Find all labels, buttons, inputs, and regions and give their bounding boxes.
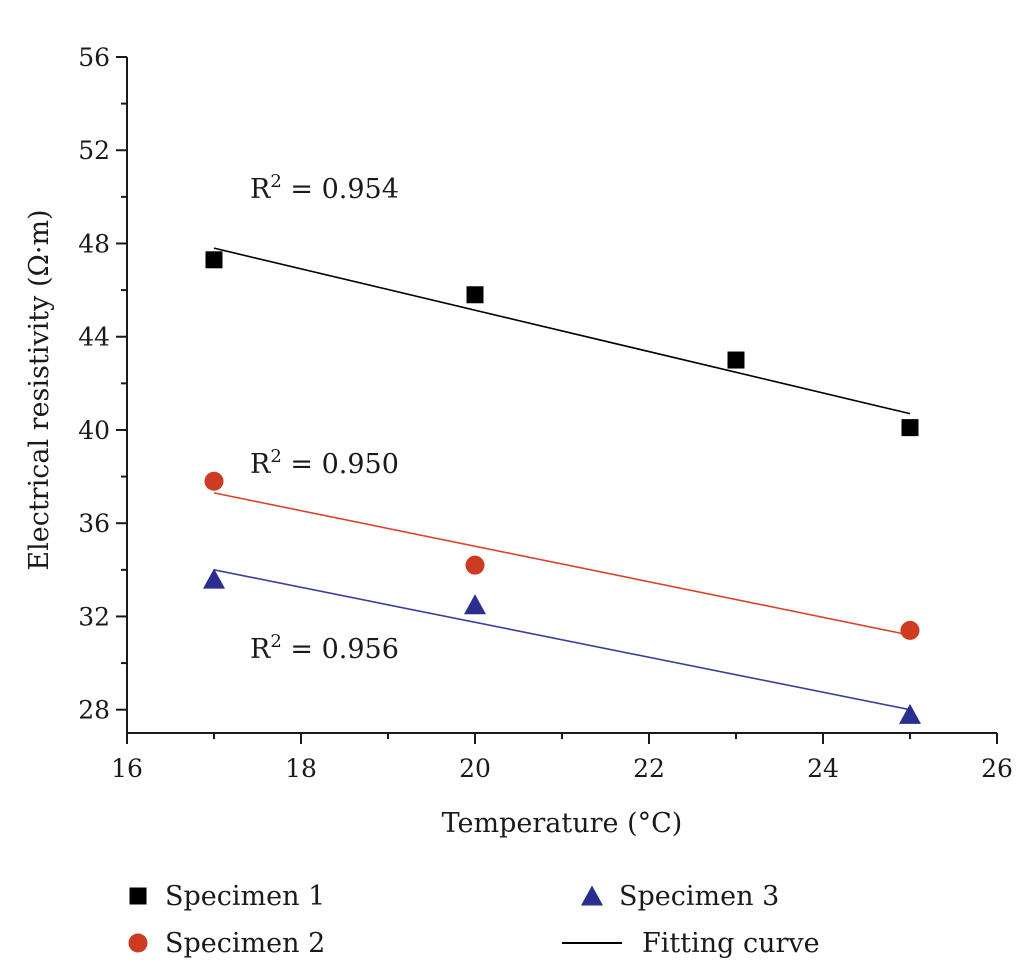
x-tick-label: 24 (807, 754, 839, 783)
x-tick-label: 26 (981, 754, 1013, 783)
r2-label-specimen-3: R2 = 0.956 (250, 631, 399, 665)
legend-specimen-2-swatch (128, 933, 148, 953)
legend-label: Specimen 2 (165, 928, 325, 959)
point-specimen-1 (727, 351, 745, 369)
y-tick-label: 56 (78, 43, 110, 72)
point-specimen-2 (204, 471, 224, 491)
r2-symbol: R (250, 174, 271, 205)
r2-value: = 0.956 (282, 634, 399, 665)
y-tick-label: 40 (78, 416, 110, 445)
legend-label: Specimen 3 (619, 881, 779, 912)
fit-line-specimen-1 (213, 247, 911, 415)
y-tick-label: 32 (78, 602, 110, 631)
y-tick-label: 36 (78, 509, 110, 538)
fit-line-specimen-3 (213, 569, 911, 711)
r2-superscript: 2 (270, 631, 281, 652)
legend-specimen-1-swatch (129, 887, 147, 905)
r2-value: = 0.950 (282, 449, 399, 480)
fit-line-specimen-2 (213, 492, 911, 636)
x-tick-label: 22 (633, 754, 665, 783)
r2-label-specimen-2: R2 = 0.950 (250, 446, 399, 480)
legend-label: Specimen 1 (165, 881, 325, 912)
point-specimen-3 (464, 594, 486, 615)
x-tick-label: 18 (285, 754, 317, 783)
r2-superscript: 2 (270, 446, 281, 467)
y-axis-title: Electrical resistivity (Ω·m) (24, 209, 55, 570)
y-tick-label: 44 (78, 323, 110, 352)
r2-symbol: R (250, 634, 271, 665)
axis-titles: Temperature (°C) Electrical resistivity … (24, 209, 682, 839)
y-tick-label: 48 (78, 229, 110, 258)
point-specimen-3 (899, 703, 921, 724)
legend-specimen-3-swatch (581, 885, 603, 906)
r2-superscript: 2 (270, 171, 281, 192)
point-specimen-1 (466, 286, 484, 304)
r2-value: = 0.954 (282, 174, 399, 205)
x-axis-title: Temperature (°C) (442, 808, 683, 839)
data-points (203, 251, 921, 724)
point-specimen-1 (901, 419, 919, 437)
point-specimen-3 (203, 568, 225, 589)
y-tick-label: 28 (78, 696, 110, 725)
point-specimen-1 (205, 251, 223, 269)
r2-symbol: R (250, 449, 271, 480)
fit-lines (213, 247, 911, 711)
legend-label: Fitting curve (642, 928, 820, 959)
legend: Specimen 1 Specimen 3 Specimen 2 Fitting cu… (128, 881, 820, 959)
point-specimen-2 (900, 620, 920, 640)
r2-label-specimen-1: R2 = 0.954 (250, 171, 399, 205)
y-tick-label: 52 (78, 136, 110, 165)
point-specimen-2 (465, 555, 485, 575)
x-tick-label: 16 (111, 754, 143, 783)
x-tick-label: 20 (459, 754, 491, 783)
